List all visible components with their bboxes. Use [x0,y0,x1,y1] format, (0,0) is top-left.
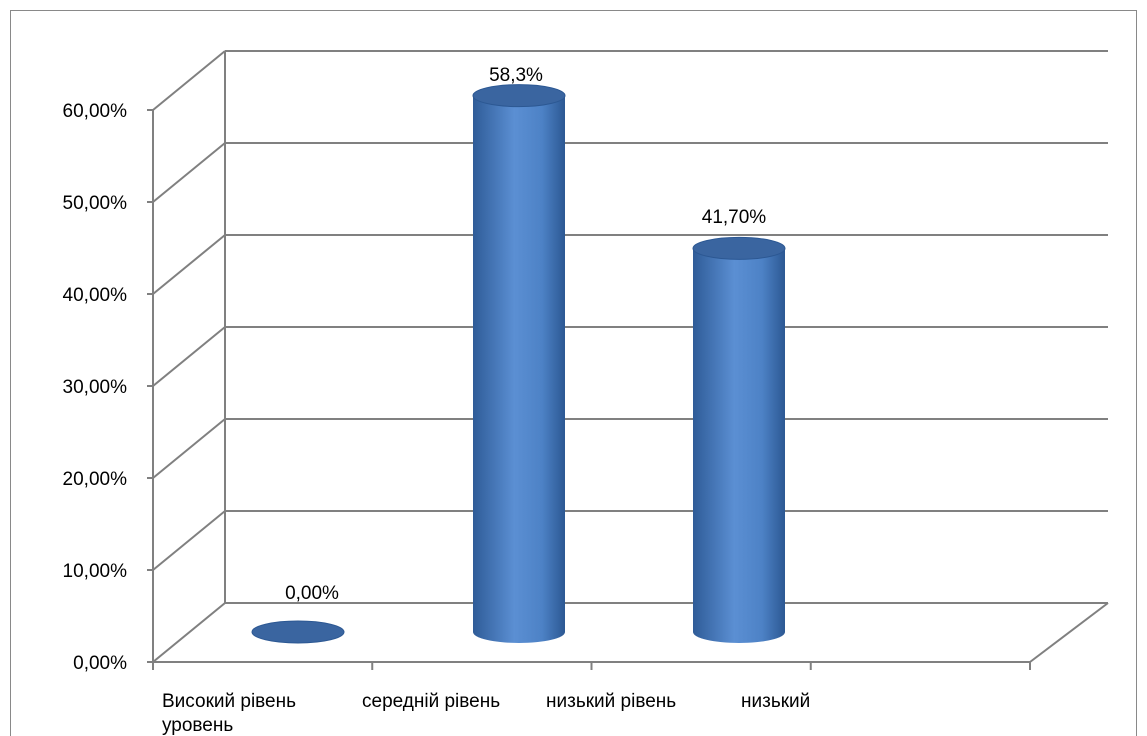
category-label: низький [741,691,810,712]
gridline-wall [152,234,226,295]
gridline-wall [152,602,226,663]
data-label: 58,3% [489,65,543,86]
floor-right-edge [1029,602,1109,663]
gridline-wall [152,50,226,111]
y-tick-label: 50,00% [63,193,128,214]
category-label: Високий рівень [162,691,296,712]
bars [251,84,786,644]
gridline-wall [152,510,226,571]
y-tick-label: 60,00% [63,101,128,122]
data-label: 41,70% [702,207,767,228]
y-tick-label: 0,00% [73,653,127,674]
gridline-wall [152,326,226,387]
category-label: уровень [162,715,233,736]
chart-border [10,10,1137,736]
gridline-wall [152,142,226,203]
data-label: 0,00% [285,583,339,604]
y-tick-label: 30,00% [63,377,128,398]
category-label: середній рівень [362,691,500,712]
bar [693,248,785,644]
y-tick-label: 40,00% [63,285,128,306]
y-tick-label: 10,00% [63,561,128,582]
category-label: низький рівень [546,691,676,712]
bar [473,95,565,643]
bar-top [251,620,345,644]
bar-top [692,236,786,260]
y-tick-label: 20,00% [63,469,128,490]
axes [147,51,1109,670]
bar-top [472,84,566,108]
gridlines [152,50,1108,663]
gridline-wall [152,418,226,479]
labels: 0,00% 10,00% 20,00% 30,00% 40,00% 50,00% 60,00… [63,65,811,736]
